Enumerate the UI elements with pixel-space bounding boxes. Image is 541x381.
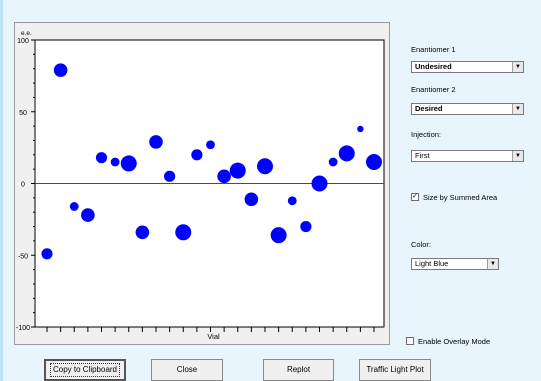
plot-area: 100 50 0 -50 -100 e.e. Vial xyxy=(14,22,390,345)
injection-select[interactable]: First ▼ xyxy=(411,150,524,162)
data-point xyxy=(229,162,246,179)
chevron-down-icon: ▼ xyxy=(487,259,498,269)
y-tick-label: 100 xyxy=(17,38,29,45)
data-point xyxy=(81,208,95,222)
enantiomer2-label: Enantiomer 2 xyxy=(411,85,456,94)
chevron-down-icon: ▼ xyxy=(512,104,523,114)
enable-overlay-mode-checkbox[interactable] xyxy=(406,337,414,345)
x-axis-label: Vial xyxy=(207,332,220,341)
scatter-plot: 100 50 0 -50 -100 e.e. Vial xyxy=(16,30,385,341)
data-point xyxy=(270,227,287,244)
enantiomer1-value: Undesired xyxy=(415,62,452,71)
copy-to-clipboard-button[interactable]: Copy to Clipboard xyxy=(44,359,126,381)
data-point xyxy=(244,192,259,207)
enantiomer1-label: Enantiomer 1 xyxy=(411,45,456,54)
traffic-light-plot-label: Traffic Light Plot xyxy=(366,365,424,374)
enable-overlay-mode-label: Enable Overlay Mode xyxy=(418,337,491,346)
data-point xyxy=(110,157,120,167)
data-point xyxy=(217,169,231,184)
data-point xyxy=(338,145,355,162)
data-point xyxy=(53,63,68,77)
enantiomer2-select[interactable]: Desired ▼ xyxy=(411,103,524,115)
data-point xyxy=(357,125,364,133)
data-point xyxy=(287,196,297,206)
color-value: Light Blue xyxy=(415,259,449,268)
data-point xyxy=(366,153,382,170)
data-point xyxy=(300,220,312,233)
data-point xyxy=(257,158,273,175)
size-by-summed-area-label: Size by Summed Area xyxy=(423,193,498,202)
y-axis-label: e.e. xyxy=(21,30,32,37)
data-point xyxy=(41,248,53,260)
data-point xyxy=(120,155,137,172)
y-tick-label: 50 xyxy=(19,110,27,117)
y-tick-label: -50 xyxy=(18,253,28,260)
data-point xyxy=(175,224,192,241)
data-point xyxy=(164,170,176,182)
size-by-summed-area-checkbox[interactable]: ✓ xyxy=(411,193,419,201)
traffic-light-plot-button[interactable]: Traffic Light Plot xyxy=(359,359,431,381)
data-point xyxy=(135,225,150,240)
data-point xyxy=(191,149,203,161)
chevron-down-icon: ▼ xyxy=(512,151,523,161)
color-select[interactable]: Light Blue ▼ xyxy=(411,258,499,270)
data-point xyxy=(149,135,163,149)
data-point xyxy=(328,157,338,167)
checkmark-icon: ✓ xyxy=(412,193,418,200)
close-label: Close xyxy=(176,365,198,374)
chevron-down-icon: ▼ xyxy=(512,62,523,72)
replot-label: Replot xyxy=(286,365,311,374)
y-tick-label: -100 xyxy=(16,325,30,332)
replot-button[interactable]: Replot xyxy=(263,359,334,381)
color-label: Color: xyxy=(411,240,432,249)
data-point xyxy=(311,175,328,192)
injection-label: Injection: xyxy=(411,130,442,139)
data-point xyxy=(69,202,79,211)
window-left-edge xyxy=(0,0,3,381)
enantiomer2-value: Desired xyxy=(415,104,443,113)
y-tick-label: 0 xyxy=(21,182,25,189)
copy-to-clipboard-label: Copy to Clipboard xyxy=(49,363,121,377)
close-button[interactable]: Close xyxy=(151,359,223,381)
enantiomer1-select[interactable]: Undesired ▼ xyxy=(411,61,524,73)
injection-value: First xyxy=(415,151,430,160)
data-point xyxy=(206,140,215,150)
data-point xyxy=(95,152,108,164)
